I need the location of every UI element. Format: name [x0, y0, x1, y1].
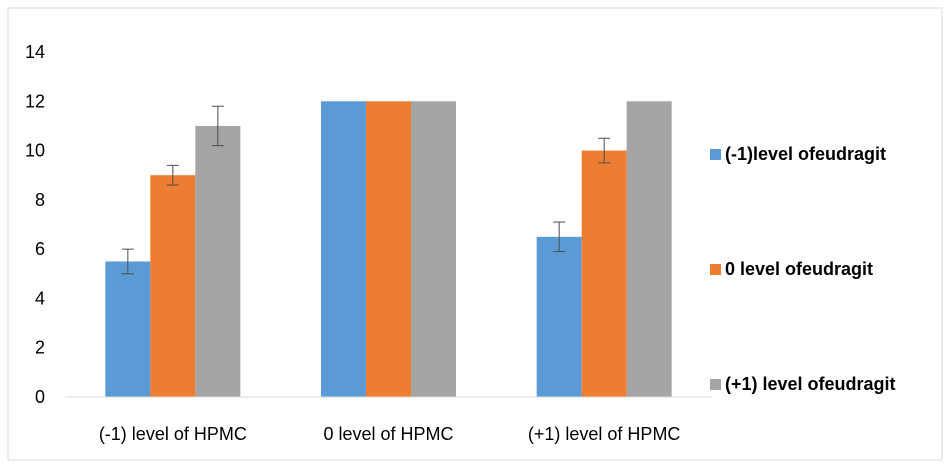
- x-tick-label: (-1) level of HPMC: [99, 424, 247, 444]
- category-labels: (-1) level of HPMC 0 level of HPMC (+1) le…: [99, 424, 681, 444]
- legend-label: (+1) level ofeudragit: [725, 374, 896, 394]
- legend-swatch: [710, 264, 721, 275]
- bars: [105, 101, 672, 398]
- legend: (-1)level ofeudragit 0 level ofeudragit (+…: [710, 144, 896, 394]
- y-tick-label: 6: [35, 239, 45, 259]
- bar: [626, 101, 672, 398]
- bar: [411, 101, 456, 398]
- bar: [581, 150, 627, 397]
- legend-swatch: [710, 379, 721, 390]
- y-tick-label: 4: [35, 288, 45, 308]
- y-axis-ticks: 0 2 4 6 8 10 12 14: [25, 42, 45, 407]
- y-tick-label: 14: [25, 42, 45, 62]
- error-bars: [121, 105, 611, 275]
- y-tick-label: 2: [35, 338, 45, 358]
- bar: [536, 236, 582, 397]
- y-tick-label: 0: [35, 387, 45, 407]
- legend-label: 0 level ofeudragit: [725, 259, 873, 279]
- x-tick-label: (+1) level of HPMC: [528, 424, 681, 444]
- x-tick-label: 0 level of HPMC: [323, 424, 453, 444]
- bar: [150, 175, 196, 397]
- bar: [366, 101, 411, 398]
- bar: [321, 101, 366, 398]
- legend-label: (-1)level ofeudragit: [725, 144, 886, 164]
- bar: [195, 125, 241, 397]
- y-tick-label: 8: [35, 190, 45, 210]
- legend-swatch: [710, 149, 721, 160]
- y-tick-label: 12: [25, 91, 45, 111]
- bar: [105, 261, 151, 397]
- y-tick-label: 10: [25, 141, 45, 161]
